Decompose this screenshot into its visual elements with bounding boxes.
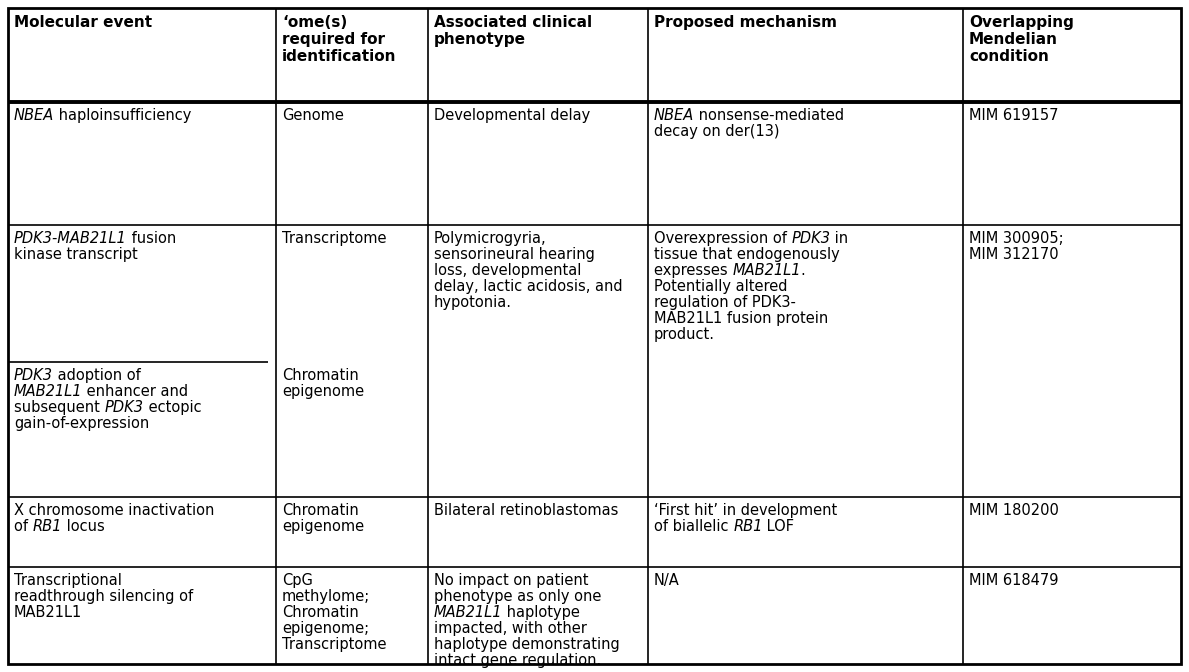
Text: required for: required for: [282, 32, 385, 46]
Text: Mendelian: Mendelian: [969, 32, 1058, 46]
Text: Transcriptome: Transcriptome: [282, 231, 386, 247]
Text: MIM 618479: MIM 618479: [969, 573, 1058, 589]
Text: Molecular event: Molecular event: [14, 15, 152, 30]
Text: PDK3: PDK3: [105, 401, 144, 415]
Text: product.: product.: [654, 327, 715, 343]
Text: enhancer and: enhancer and: [82, 384, 189, 399]
Text: Transcriptome: Transcriptome: [282, 638, 386, 653]
Text: phenotype: phenotype: [434, 32, 526, 46]
Text: decay on der(13): decay on der(13): [654, 124, 780, 139]
Text: ‘First hit’ in development: ‘First hit’ in development: [654, 503, 837, 518]
Text: CpG: CpG: [282, 573, 313, 589]
Text: expresses: expresses: [654, 263, 732, 278]
Text: Overlapping: Overlapping: [969, 15, 1074, 30]
Text: condition: condition: [969, 48, 1049, 64]
Text: MIM 619157: MIM 619157: [969, 108, 1058, 124]
Text: MAB21L1: MAB21L1: [732, 263, 800, 278]
Text: hypotonia.: hypotonia.: [434, 296, 512, 310]
Text: subsequent: subsequent: [14, 401, 105, 415]
Text: haploinsufficiency: haploinsufficiency: [55, 108, 191, 124]
Text: ectopic: ectopic: [144, 401, 201, 415]
Text: PDK3-MAB21L1: PDK3-MAB21L1: [14, 231, 127, 247]
Text: intact gene regulation.: intact gene regulation.: [434, 653, 602, 669]
Text: epigenome: epigenome: [282, 384, 364, 399]
Text: N/A: N/A: [654, 573, 680, 589]
Text: haplotype demonstrating: haplotype demonstrating: [434, 638, 619, 653]
Text: haplotype: haplotype: [503, 605, 580, 620]
Text: gain-of-expression: gain-of-expression: [14, 417, 150, 431]
Text: tissue that endogenously: tissue that endogenously: [654, 247, 839, 262]
Text: regulation of PDK3-: regulation of PDK3-: [654, 296, 795, 310]
Text: Overexpression of: Overexpression of: [654, 231, 792, 247]
Text: LOF: LOF: [762, 519, 794, 534]
Text: in: in: [830, 231, 849, 247]
Text: nonsense-mediated: nonsense-mediated: [694, 108, 844, 124]
Text: Chromatin: Chromatin: [282, 503, 359, 518]
Text: MAB21L1: MAB21L1: [434, 605, 503, 620]
Text: MAB21L1: MAB21L1: [14, 605, 82, 620]
Text: impacted, with other: impacted, with other: [434, 622, 587, 636]
Text: MAB21L1: MAB21L1: [14, 384, 82, 399]
Text: epigenome;: epigenome;: [282, 622, 369, 636]
Text: Chromatin: Chromatin: [282, 368, 359, 384]
Text: Developmental delay: Developmental delay: [434, 108, 590, 124]
Text: kinase transcript: kinase transcript: [14, 247, 138, 262]
Text: delay, lactic acidosis, and: delay, lactic acidosis, and: [434, 280, 623, 294]
Text: MIM 180200: MIM 180200: [969, 503, 1059, 518]
Text: No impact on patient: No impact on patient: [434, 573, 589, 589]
Text: sensorineural hearing: sensorineural hearing: [434, 247, 594, 262]
Text: readthrough silencing of: readthrough silencing of: [14, 589, 193, 604]
Text: NBEA: NBEA: [654, 108, 694, 124]
Text: RB1: RB1: [32, 519, 62, 534]
Text: NBEA: NBEA: [14, 108, 55, 124]
Text: locus: locus: [62, 519, 105, 534]
Text: of biallelic: of biallelic: [654, 519, 734, 534]
Text: Potentially altered: Potentially altered: [654, 280, 787, 294]
Text: RB1: RB1: [734, 519, 762, 534]
Text: Transcriptional: Transcriptional: [14, 573, 122, 589]
Text: MIM 300905;: MIM 300905;: [969, 231, 1064, 247]
Text: Bilateral retinoblastomas: Bilateral retinoblastomas: [434, 503, 618, 518]
Text: .: .: [800, 263, 805, 278]
Text: epigenome: epigenome: [282, 519, 364, 534]
Text: MAB21L1 fusion protein: MAB21L1 fusion protein: [654, 311, 829, 327]
Text: phenotype as only one: phenotype as only one: [434, 589, 602, 604]
Text: Genome: Genome: [282, 108, 344, 124]
Text: MIM 312170: MIM 312170: [969, 247, 1058, 262]
Text: PDK3: PDK3: [792, 231, 830, 247]
Text: Polymicrogyria,: Polymicrogyria,: [434, 231, 547, 247]
Text: methylome;: methylome;: [282, 589, 370, 604]
Text: of: of: [14, 519, 32, 534]
Text: fusion: fusion: [127, 231, 176, 247]
Text: Chromatin: Chromatin: [282, 605, 359, 620]
Text: Proposed mechanism: Proposed mechanism: [654, 15, 837, 30]
Text: ‘ome(s): ‘ome(s): [282, 15, 347, 30]
Text: X chromosome inactivation: X chromosome inactivation: [14, 503, 214, 518]
Text: loss, developmental: loss, developmental: [434, 263, 581, 278]
Text: identification: identification: [282, 48, 396, 64]
Text: adoption of: adoption of: [54, 368, 140, 384]
Text: PDK3: PDK3: [14, 368, 54, 384]
Text: Associated clinical: Associated clinical: [434, 15, 592, 30]
